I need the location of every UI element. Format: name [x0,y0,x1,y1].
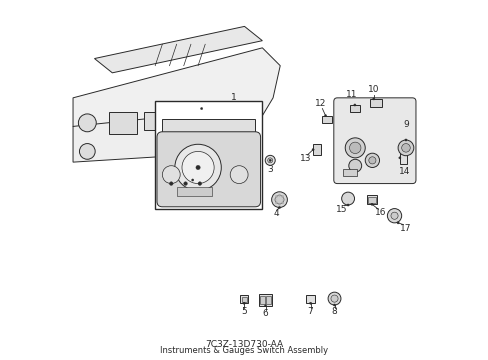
Circle shape [324,114,326,117]
Text: 15: 15 [336,205,347,214]
Text: 7C3Z-13D730-AA: 7C3Z-13D730-AA [205,340,283,349]
Circle shape [345,138,365,158]
Text: 11: 11 [345,90,357,99]
Text: 13: 13 [299,154,310,163]
Bar [366,195,377,204]
Circle shape [281,195,283,198]
Circle shape [216,112,230,126]
Circle shape [341,192,354,205]
Circle shape [349,142,360,154]
Bar [322,116,332,123]
Text: 7: 7 [307,307,313,316]
Circle shape [346,204,348,206]
Circle shape [191,179,193,181]
Circle shape [283,199,285,201]
Circle shape [271,192,287,207]
Circle shape [273,199,276,201]
Circle shape [278,206,280,208]
Circle shape [404,139,406,141]
FancyBboxPatch shape [333,98,415,184]
Bar [312,144,320,155]
Circle shape [162,166,180,184]
Text: 17: 17 [399,224,410,233]
Circle shape [183,182,187,185]
FancyBboxPatch shape [157,132,260,207]
Bar [241,297,246,302]
Circle shape [327,292,340,305]
Circle shape [278,194,280,196]
Text: 5: 5 [241,307,246,316]
Circle shape [169,182,173,185]
Bar [108,112,137,134]
Circle shape [398,157,400,159]
Circle shape [200,108,203,110]
Circle shape [243,302,244,304]
Polygon shape [73,48,280,137]
Circle shape [370,203,372,205]
Bar [367,197,375,203]
Bar [349,105,359,112]
Circle shape [80,144,95,159]
Circle shape [311,149,313,151]
Bar [176,187,212,196]
Circle shape [353,104,355,106]
Circle shape [365,153,379,167]
Text: 16: 16 [374,208,386,217]
Circle shape [275,195,283,204]
Circle shape [78,114,96,132]
Circle shape [267,158,272,163]
Circle shape [348,159,361,172]
Polygon shape [94,26,262,73]
Circle shape [196,165,200,170]
Text: 4: 4 [273,210,278,219]
Circle shape [175,144,221,191]
Circle shape [386,208,401,223]
Bar [260,296,264,304]
Circle shape [264,305,266,307]
Circle shape [401,144,409,152]
Text: 1: 1 [230,93,236,102]
Text: 14: 14 [398,167,409,176]
Circle shape [330,295,337,302]
Text: 10: 10 [367,85,379,94]
Bar [144,112,165,130]
Circle shape [278,203,280,205]
Circle shape [396,222,398,224]
Circle shape [275,195,277,198]
Polygon shape [73,109,244,162]
Text: 3: 3 [267,166,272,175]
Text: 12: 12 [315,99,326,108]
Text: 6: 6 [262,310,268,319]
Circle shape [397,140,413,156]
Circle shape [333,304,335,306]
Bar [240,296,247,303]
Bar [305,296,314,303]
Bar [265,296,270,304]
Circle shape [390,212,397,219]
Circle shape [281,202,283,204]
Text: 9: 9 [402,120,408,129]
Circle shape [264,156,275,165]
Text: Instruments & Gauges Switch Assembly: Instruments & Gauges Switch Assembly [160,346,328,355]
Bar [399,152,406,164]
Circle shape [230,166,247,184]
Text: 8: 8 [331,307,337,316]
Circle shape [275,202,277,204]
Bar [369,99,381,107]
Bar [342,169,356,176]
Circle shape [368,157,375,164]
Text: 2: 2 [183,190,188,199]
Circle shape [372,98,374,100]
Circle shape [198,182,201,185]
Circle shape [268,159,271,161]
Polygon shape [162,119,255,152]
Circle shape [309,302,311,304]
Bar [155,102,262,208]
Bar [258,294,272,306]
Circle shape [182,152,214,184]
